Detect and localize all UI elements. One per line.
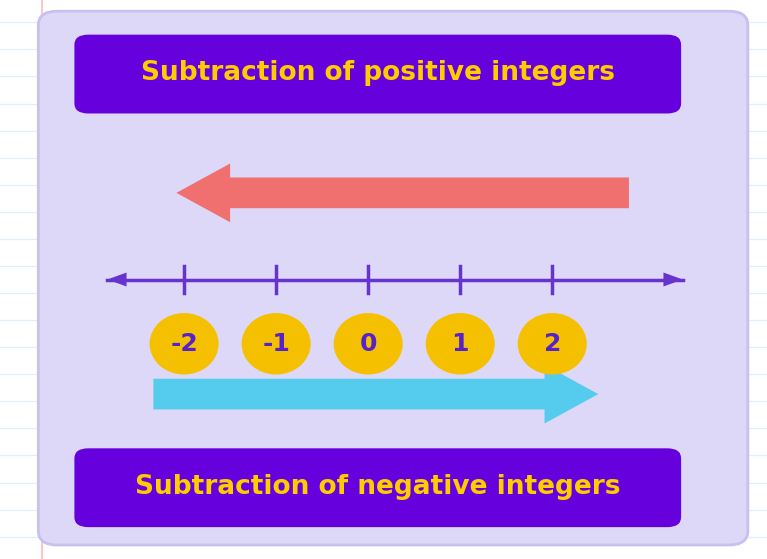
Text: Subtraction of negative integers: Subtraction of negative integers xyxy=(136,474,621,500)
FancyArrow shape xyxy=(153,365,598,424)
Text: -1: -1 xyxy=(262,332,290,356)
Text: Subtraction of positive integers: Subtraction of positive integers xyxy=(141,60,615,86)
Text: -2: -2 xyxy=(170,332,198,356)
FancyBboxPatch shape xyxy=(38,11,748,545)
Ellipse shape xyxy=(242,313,311,375)
Text: 0: 0 xyxy=(360,332,377,356)
Ellipse shape xyxy=(518,313,587,375)
FancyArrow shape xyxy=(663,273,683,286)
Ellipse shape xyxy=(334,313,403,375)
Ellipse shape xyxy=(426,313,495,375)
FancyArrow shape xyxy=(176,163,629,222)
Text: 2: 2 xyxy=(544,332,561,356)
FancyArrow shape xyxy=(107,273,127,286)
FancyBboxPatch shape xyxy=(74,448,681,527)
FancyBboxPatch shape xyxy=(74,35,681,113)
Ellipse shape xyxy=(150,313,219,375)
Text: 1: 1 xyxy=(452,332,469,356)
